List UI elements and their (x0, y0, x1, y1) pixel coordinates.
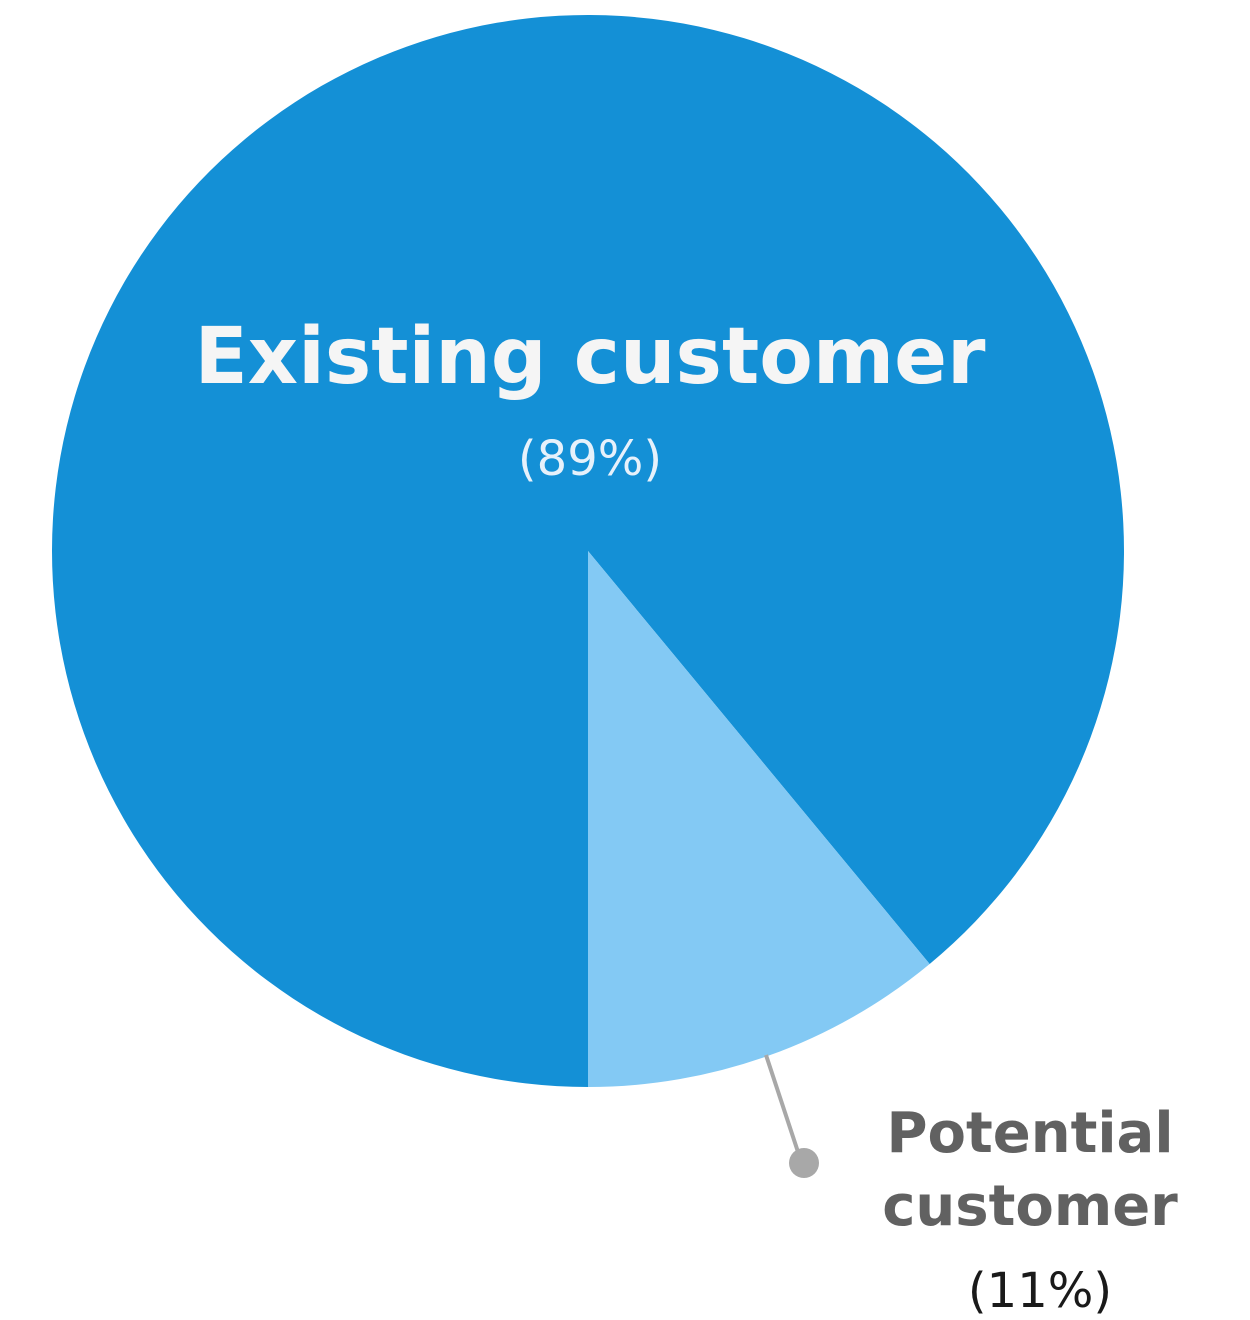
slice-label-potential-line1: Potential (886, 1101, 1173, 1166)
slice-label-existing: Existing customer (194, 312, 986, 402)
slice-label-potential-line2: customer (882, 1174, 1178, 1239)
pie-slice-existing-customer (51, 15, 1124, 1088)
leader-dot (789, 1148, 819, 1178)
pie-slice-potential-customer (588, 551, 930, 1087)
slice-percent-existing: (89%) (518, 431, 662, 487)
pie-slices (51, 15, 1124, 1088)
slice-percent-potential: (11%) (968, 1263, 1112, 1319)
leader-line (764, 1054, 802, 1159)
